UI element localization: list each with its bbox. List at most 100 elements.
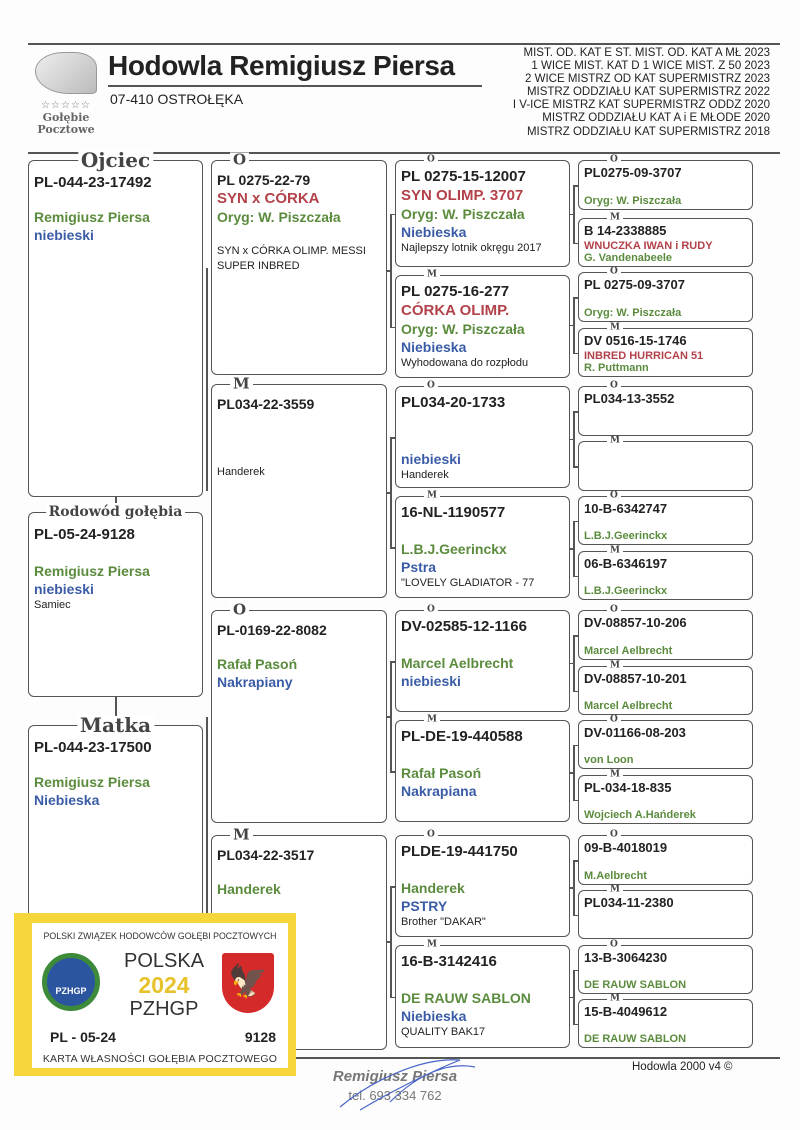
connector-line	[390, 661, 395, 663]
box-legend: Rodowód gołębia	[45, 504, 186, 519]
card-ring-left: PL - 05-24	[50, 1029, 116, 1045]
achievement: 2 WICE MISTRZ OD KAT SUPERMISTRZ 2023	[525, 73, 770, 86]
box-legend: O	[607, 491, 621, 500]
connector-line	[570, 548, 573, 550]
pigeon-breeder: Oryg: W. Piszczała	[401, 206, 525, 222]
gen3-box: M 16-B-3142416 DE RAUW SABLON Niebieska QUAL…	[395, 940, 570, 1048]
connector-line	[390, 437, 392, 547]
pigeon-color: Nakrapiana	[401, 783, 477, 799]
card-country: POLSKA	[124, 950, 205, 972]
connector-line	[573, 242, 578, 244]
pigeon-color: Nakrapiany	[217, 674, 293, 690]
pigeon-note: Samiec	[34, 599, 71, 611]
card-year: 2024	[138, 972, 190, 998]
gen3-box: O PL 0275-15-12007 SYN OLIMP. 3707 Oryg: W.…	[395, 155, 570, 267]
connector-line	[570, 662, 573, 665]
gen3-box: M PL-DE-19-440588 Rafał Pasoń Nakrapiana	[395, 715, 570, 822]
pigeon-breeder: DE RAUW SABLON	[584, 979, 687, 991]
ring-number: 13-B-3064230	[584, 950, 668, 965]
pigeon-breeder: Remigiusz Piersa	[34, 774, 150, 790]
gen4-box: O 09-B-4018019 M.Aelbrecht	[578, 830, 753, 885]
box-legend: Ojciec	[77, 149, 154, 170]
connector-line	[573, 1023, 578, 1025]
connector-line	[573, 411, 578, 413]
ring-number: PL034-20-1733	[401, 394, 506, 411]
connector-line	[206, 716, 208, 943]
pigeon-color: PSTRY	[401, 898, 448, 914]
pigeon-breeder: Marcel Aelbrecht	[584, 645, 673, 657]
box-legend: M	[607, 323, 623, 332]
connector-line	[573, 297, 575, 353]
pzhgp-emblem-icon: PZHGP	[42, 953, 100, 1011]
signature-scribble	[339, 1059, 476, 1111]
ring-number: DV-02585-12-1166	[401, 618, 527, 635]
connector-line	[573, 575, 578, 577]
connector-line	[206, 267, 208, 491]
ring-number: PL034-22-3517	[217, 847, 315, 863]
achievement: MISTRZ ODDZIAŁU KAT A i E MŁODE 2020	[542, 112, 770, 125]
pigeon-note: SYN x CÓRKA OLIMP. MESSI	[217, 245, 366, 257]
box-legend: O	[607, 940, 621, 949]
connector-line	[573, 635, 578, 637]
box-legend: M	[230, 376, 253, 391]
ring-number: PL 0275-16-277	[401, 283, 510, 300]
connector-line	[390, 213, 392, 327]
gen3-box: M PL 0275-16-277 CÓRKA OLIMP. Oryg: W. Pisz…	[395, 270, 570, 378]
connector-line	[570, 996, 573, 998]
pigeon-head-icon	[35, 52, 97, 94]
box-legend: O	[607, 715, 621, 724]
polish-eagle-icon: 🦅	[222, 953, 274, 1013]
gen4-box: M PL034-11-2380	[578, 885, 753, 939]
box-legend: Matka	[76, 714, 155, 735]
connector-line	[390, 886, 395, 888]
box-legend: M	[607, 546, 623, 555]
ring-number: PL034-13-3552	[584, 391, 675, 406]
connector-line	[387, 716, 390, 718]
top-divider	[28, 43, 780, 45]
pigeon-note: Handerek	[401, 469, 449, 481]
connector-line	[570, 887, 573, 889]
box-legend: O	[424, 381, 438, 390]
pigeon-color: Pstra	[401, 559, 437, 575]
gen4-box: O DV-01166-08-203 von Loon	[578, 715, 753, 769]
connector-line	[115, 697, 117, 716]
logo-stars: ☆☆☆☆☆	[41, 100, 91, 111]
box-legend: O	[230, 602, 250, 617]
connector-line	[390, 886, 392, 997]
breeder-title: Hodowla Remigiusz Piersa	[108, 50, 455, 81]
ring-number: DV 0516-15-1746	[584, 333, 687, 348]
pigeon-breeder: Oryg: W. Piszczała	[584, 195, 682, 207]
box-legend: O	[424, 155, 438, 164]
card-org: PZHGP	[129, 998, 199, 1020]
ring-number: DV-08857-10-206	[584, 615, 687, 630]
ring-number: PL-034-18-835	[584, 780, 672, 795]
gen4-box: O PL034-13-3552	[578, 381, 753, 436]
pigeon-breeder: G. Vandenabeele	[584, 252, 673, 264]
gen1-box: Rodowód gołębia PL-05-24-9128 Remigiusz Pi…	[28, 504, 203, 697]
connector-line	[573, 185, 578, 187]
pigeon-breeder: Oryg: W. Piszczała	[217, 209, 341, 225]
ring-number: PLDE-19-441750	[401, 843, 518, 860]
pigeon-color: niebieski	[34, 581, 94, 597]
connector-line	[570, 324, 573, 327]
pigeon-color: Niebieska	[401, 224, 467, 240]
pigeon-name: CÓRKA OLIMP.	[401, 302, 510, 319]
connector-line	[573, 411, 575, 466]
box-legend: M	[607, 885, 623, 894]
ring-number: 16-B-3142416	[401, 953, 497, 970]
pigeon-breeder: Oryg: W. Piszczała	[401, 321, 525, 337]
achievement: MISTRZ ODDZIAŁU KAT SUPERMISTRZ 2022	[526, 86, 770, 99]
logo: ☆☆☆☆☆ Gołębie Pocztowe	[28, 52, 104, 142]
connector-line	[387, 492, 390, 494]
pigeon-breeder: Wojciech A.Hańderek	[584, 809, 696, 821]
breeder-city: 07-410 OSTROŁĘKA	[110, 91, 244, 107]
phone: tel. 693 334 762	[348, 1088, 442, 1103]
gen2-box: O PL-0169-22-8082 Rafał Pasoń Nakrapiany	[211, 602, 387, 823]
gen4-box: M PL-034-18-835 Wojciech A.Hańderek	[578, 770, 753, 824]
box-legend: M	[424, 491, 440, 500]
connector-line	[573, 799, 578, 801]
box-legend: M	[424, 270, 440, 279]
connector-line	[573, 914, 578, 916]
box-legend: O	[424, 830, 438, 839]
